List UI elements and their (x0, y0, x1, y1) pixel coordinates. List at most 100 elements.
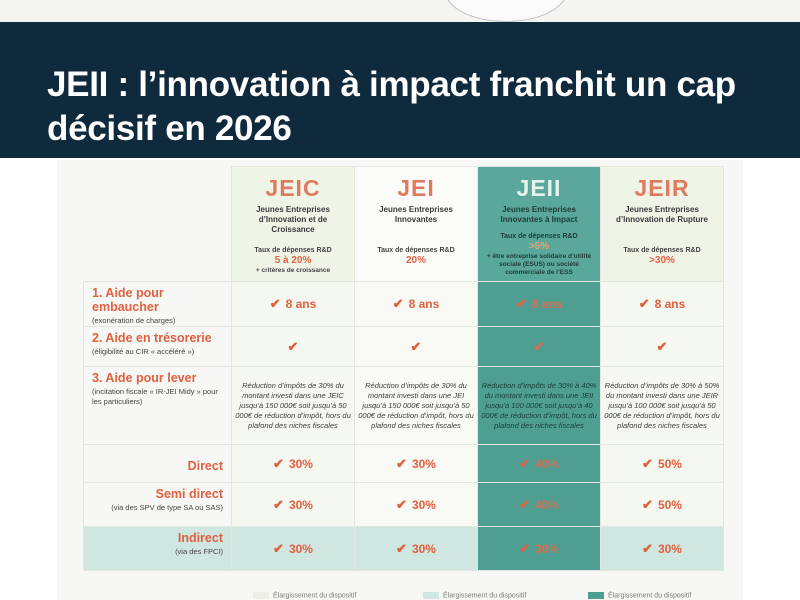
row-header-semi-direct: Semi direct (via des SPV de type SA ou S… (83, 482, 232, 527)
cell-text: Réduction d’impôts de 30% du montant inv… (235, 380, 351, 430)
cell-value: 40% (534, 497, 559, 512)
cell-value: 30% (534, 541, 559, 556)
check-icon: ✔ (396, 540, 407, 556)
cell-value: 30% (288, 456, 313, 471)
check-icon: ✔ (642, 540, 653, 556)
cell-value: 30% (288, 497, 313, 512)
check-icon: ✔ (273, 496, 284, 512)
cell-text: Réduction d’impôts de 30% du montant inv… (358, 380, 474, 430)
table-row-direct: Direct ✔ 30% ✔ 30% ✔ 40% ✔ 50% (83, 444, 724, 483)
title-banner: JEII : l’innovation à impact franchit un… (0, 22, 800, 158)
cell-value: 30% (411, 541, 436, 556)
check-icon: ✔ (515, 296, 527, 311)
row-title: Indirect (177, 531, 223, 545)
column-title: JEIC (265, 175, 321, 201)
column-header-jeii: JEII Jeunes Entreprises Innovantes à Imp… (477, 166, 601, 282)
column-title: JEI (397, 175, 435, 201)
check-icon: ✔ (638, 296, 650, 311)
check-icon: ✔ (410, 338, 422, 354)
comparison-table: JEIC Jeunes Entreprises d’Innovation et … (83, 166, 724, 571)
check-icon: ✔ (533, 338, 545, 354)
cell-value: 50% (657, 497, 682, 512)
cell-value: 50% (657, 456, 682, 471)
column-subtitle: Jeunes Entreprises Innovantes (379, 205, 453, 224)
cell-value: 30% (411, 456, 436, 471)
cell-value: 30% (411, 497, 436, 512)
rate-label: Taux de dépenses R&D (254, 247, 332, 254)
column-header-jeic: JEIC Jeunes Entreprises d’Innovation et … (231, 166, 355, 282)
row-header-direct: Direct (83, 444, 232, 483)
row-header-cash: 2. Aide en trésorerie (éligibilité au CI… (83, 326, 232, 367)
rate-note: + être entreprise solidaire d’utilité so… (486, 253, 592, 276)
cell-text: Réduction d’impôts de 30% à 50% du monta… (604, 380, 720, 430)
legend-swatch (588, 592, 604, 599)
legend-label: Élargissement du dispositif (443, 592, 527, 600)
check-icon: ✔ (519, 540, 530, 556)
check-icon: ✔ (273, 540, 284, 556)
column-header-jei: JEI Jeunes Entreprises Innovantes Taux d… (354, 166, 478, 282)
table-corner (83, 166, 232, 282)
column-title: JEIR (634, 175, 690, 201)
rate-value: 20% (405, 255, 426, 266)
cell-value: 8 ans (408, 297, 440, 311)
check-icon: ✔ (392, 296, 404, 311)
legend: Élargissement du dispositif Élargissemen… (83, 592, 723, 600)
rate-label: Taux de dépenses R&D (377, 247, 455, 254)
row-subtitle: (éligibilité au CIR « accéléré ») (92, 347, 195, 356)
check-icon: ✔ (273, 455, 284, 471)
table-row-semi-direct: Semi direct (via des SPV de type SA ou S… (83, 482, 724, 527)
column-subtitle: Jeunes Entreprises Innovantes à Impact (500, 205, 578, 224)
check-icon: ✔ (642, 496, 653, 512)
table-row-indirect: Indirect (via des FPCI) ✔ 30% ✔ 30% ✔ 30% ✔… (83, 526, 724, 571)
column-title: JEII (516, 175, 562, 201)
row-subtitle: (via des SPV de type SA ou SAS) (111, 503, 223, 512)
top-strip (0, 0, 800, 22)
check-icon: ✔ (519, 455, 530, 471)
comparison-table-image: JEIC Jeunes Entreprises d’Innovation et … (57, 160, 743, 600)
row-header-raise: 3. Aide pour lever (incitation fiscale «… (83, 366, 232, 445)
rate-note: + critères de croissance (255, 267, 331, 274)
check-icon: ✔ (642, 455, 653, 471)
row-header-indirect: Indirect (via des FPCI) (83, 526, 232, 571)
legend-item: Élargissement du dispositif (253, 592, 356, 599)
row-title: Direct (187, 458, 223, 473)
cell-value: 8 ans (654, 297, 686, 311)
row-title: 1. Aide pour embaucher (92, 286, 164, 314)
page-title: JEII : l’innovation à impact franchit un… (47, 65, 736, 148)
cell-value: 8 ans (531, 297, 563, 311)
rate-value: >30% (649, 255, 675, 266)
row-title: Semi direct (155, 487, 223, 501)
legend-swatch (423, 592, 439, 599)
cell-value: 8 ans (285, 297, 317, 311)
legend-label: Élargissement du dispositif (608, 592, 692, 600)
cell-value: 30% (657, 541, 682, 556)
check-icon: ✔ (396, 496, 407, 512)
rate-value: >5% (528, 241, 550, 252)
cell-text: Réduction d’impôts de 30% à 40% du monta… (481, 380, 597, 430)
column-subtitle: Jeunes Entreprises d’Innovation et de Cr… (256, 205, 330, 234)
check-icon: ✔ (287, 338, 299, 354)
check-icon: ✔ (396, 455, 407, 471)
table-row-hire: 1. Aide pour embaucher (exonération de c… (83, 281, 724, 327)
cell-value: 30% (288, 541, 313, 556)
legend-swatch (253, 592, 269, 599)
table-row-cash: 2. Aide en trésorerie (éligibilité au CI… (83, 326, 724, 367)
row-subtitle: (incitation fiscale « IR-JEI Midy » pour… (92, 387, 218, 406)
row-subtitle: (via des FPCI) (175, 547, 223, 556)
rate-label: Taux de dépenses R&D (500, 233, 578, 240)
rate-value: 5 à 20% (274, 255, 312, 266)
legend-item: Élargissement du dispositif (588, 592, 691, 599)
row-header-hire: 1. Aide pour embaucher (exonération de c… (83, 281, 232, 327)
row-subtitle: (exonération de charges) (92, 316, 176, 325)
check-icon: ✔ (269, 296, 281, 311)
rate-label: Taux de dépenses R&D (623, 247, 701, 254)
check-icon: ✔ (519, 496, 530, 512)
column-header-jeir: JEIR Jeunes Entreprises d’Innovation de … (600, 166, 724, 282)
legend-item: Élargissement du dispositif (423, 592, 526, 599)
column-subtitle: Jeunes Entreprises d’Innovation de Ruptu… (616, 205, 708, 224)
table-row-raise: 3. Aide pour lever (incitation fiscale «… (83, 366, 724, 445)
row-title: 2. Aide en trésorerie (92, 331, 212, 345)
legend-label: Élargissement du dispositif (273, 592, 357, 600)
check-icon: ✔ (656, 338, 668, 354)
cell-value: 40% (534, 456, 559, 471)
